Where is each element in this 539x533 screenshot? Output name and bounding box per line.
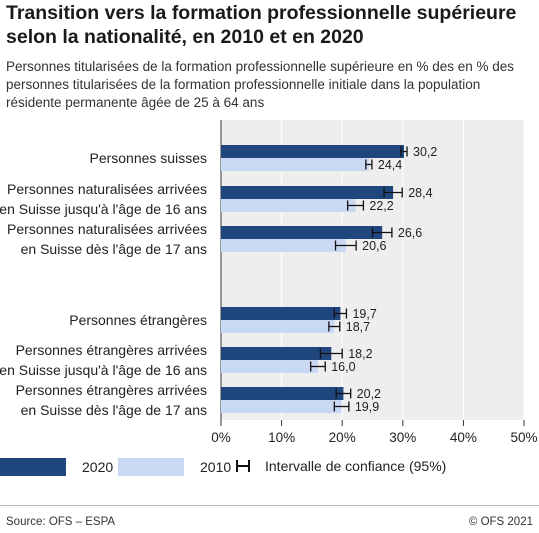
legend-label-ci: Intervalle de confiance (95%) bbox=[265, 458, 447, 474]
category-label: Personnes étrangères bbox=[69, 312, 207, 328]
x-tick-label: 20% bbox=[329, 430, 356, 445]
data-label: 24,4 bbox=[378, 158, 402, 172]
bar-2020 bbox=[221, 226, 383, 239]
footer-divider bbox=[0, 505, 539, 506]
legend-label-2020: 2020 bbox=[82, 459, 114, 475]
bar-2020 bbox=[221, 145, 405, 158]
legend-label-2010: 2010 bbox=[200, 459, 232, 475]
legend-swatch-2020 bbox=[0, 458, 66, 476]
confidence-interval-icon bbox=[236, 460, 250, 472]
bar-2020 bbox=[221, 347, 332, 360]
data-label: 18,7 bbox=[346, 320, 370, 334]
bar-chart: 0% 10% 20% 30% 40% 50% Personnes suisses Person… bbox=[0, 120, 538, 445]
legend: 2020 2010 Intervalle de confiance (95%) bbox=[0, 458, 539, 480]
category-label: en Suisse dès l'âge de 17 ans bbox=[21, 402, 207, 418]
legend-swatch-2010 bbox=[118, 458, 184, 476]
legend-item-2020: 2020 bbox=[0, 458, 113, 476]
x-tick-label: 30% bbox=[389, 430, 416, 445]
data-label: 20,2 bbox=[357, 387, 381, 401]
bar-2010 bbox=[221, 199, 356, 212]
bar-2020 bbox=[221, 186, 394, 199]
data-label: 19,9 bbox=[355, 400, 379, 414]
category-label: Personnes étrangères arrivées bbox=[16, 382, 207, 398]
data-label: 26,6 bbox=[398, 226, 422, 240]
x-tick-label: 0% bbox=[211, 430, 231, 445]
category-label: Personnes suisses bbox=[89, 150, 207, 166]
data-label: 18,2 bbox=[348, 347, 372, 361]
x-tick-label: 10% bbox=[268, 430, 295, 445]
category-label: Personnes naturalisées arrivées bbox=[7, 181, 207, 197]
x-tick-label: 40% bbox=[450, 430, 477, 445]
bar-2010 bbox=[221, 360, 318, 373]
legend-item-2010: 2010 bbox=[118, 458, 231, 476]
category-label: Personnes étrangères arrivées bbox=[16, 342, 207, 358]
data-label: 16,0 bbox=[331, 360, 355, 374]
data-label: 30,2 bbox=[413, 145, 437, 159]
bar-2020 bbox=[221, 307, 341, 320]
chart-title: Transition vers la formation professionn… bbox=[6, 2, 517, 48]
data-label: 28,4 bbox=[408, 186, 432, 200]
data-label: 22,2 bbox=[369, 199, 393, 213]
data-label: 20,6 bbox=[362, 239, 386, 253]
category-label: Personnes naturalisées arrivées bbox=[7, 221, 207, 237]
bar-2010 bbox=[221, 239, 346, 252]
category-label: en Suisse dès l'âge de 17 ans bbox=[21, 241, 207, 257]
bar-2010 bbox=[221, 320, 335, 333]
bar-2010 bbox=[221, 158, 369, 171]
data-label: 19,7 bbox=[352, 307, 376, 321]
chart-subtitle: Personnes titularisées de la formation p… bbox=[6, 59, 515, 110]
x-tick-label: 50% bbox=[510, 430, 537, 445]
source-note: Source: OFS – ESPA bbox=[6, 516, 116, 528]
category-label: en Suisse jusqu'à l'âge de 16 ans bbox=[0, 201, 207, 217]
category-label: en Suisse jusqu'à l'âge de 16 ans bbox=[0, 362, 207, 378]
copyright-note: © OFS 2021 bbox=[468, 516, 533, 528]
bar-2020 bbox=[221, 387, 344, 400]
legend-item-ci: Intervalle de confiance (95%) bbox=[236, 458, 446, 474]
bar-2010 bbox=[221, 400, 342, 413]
